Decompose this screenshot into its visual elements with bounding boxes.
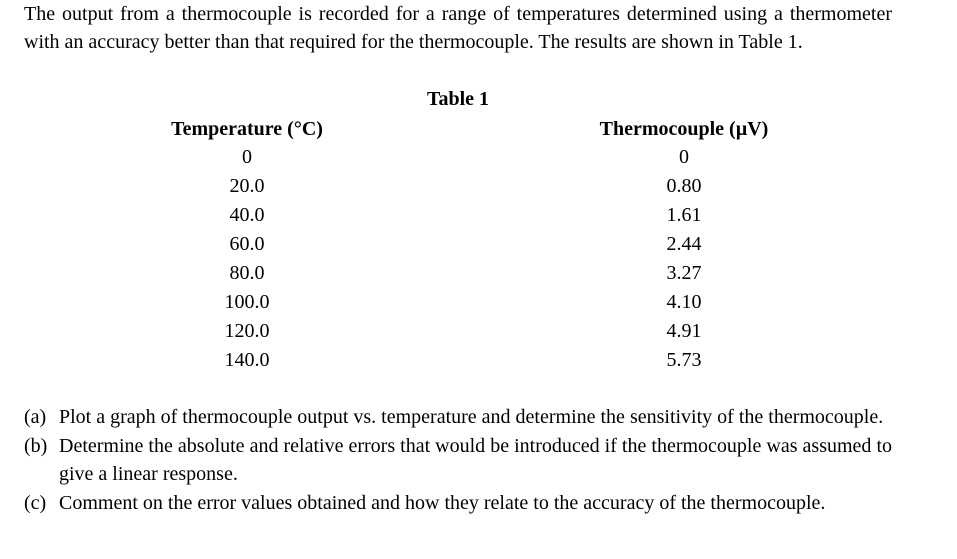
thermocouple-cell: 0: [679, 146, 689, 168]
question-text: Comment on the error values obtained and…: [59, 491, 826, 514]
thermocouple-cell: 0.80: [666, 175, 702, 197]
thermocouple-header: Thermocouple (µV): [599, 118, 769, 140]
thermocouple-cell: 4.91: [666, 320, 702, 342]
thermocouple-cell: 5.73: [666, 349, 702, 371]
thermocouple-cell: 1.61: [666, 204, 702, 226]
temperature-cell: 0: [242, 146, 252, 168]
intro-paragraph: The output from a thermocouple is record…: [24, 3, 892, 53]
thermocouple-cell: 4.10: [666, 291, 702, 313]
question-marker: (a): [24, 406, 47, 428]
thermocouple-cell: 3.27: [666, 262, 702, 284]
temperature-cell: 100.0: [224, 291, 270, 313]
temperature-cell: 40.0: [229, 204, 265, 226]
question-c: (c) Comment on the error values obtained…: [24, 489, 892, 518]
thermocouple-cell: 2.44: [666, 233, 702, 255]
table-caption: Table 1: [426, 88, 490, 110]
question-marker: (b): [24, 434, 48, 457]
question-a: (a) Plot a graph of thermocouple output …: [24, 403, 892, 432]
thermocouple-column: Thermocouple (µV) 0 0.80 1.61 2.44 3.27 …: [575, 115, 793, 375]
temperature-cell: 20.0: [229, 175, 265, 197]
temperature-cell: 120.0: [224, 320, 270, 342]
question-marker: (c): [24, 491, 47, 514]
temperature-cell: 140.0: [224, 349, 270, 371]
temperature-header: Temperature (°C): [171, 118, 323, 140]
temperature-cell: 60.0: [229, 233, 265, 255]
temperature-column: Temperature (°C) 0 20.0 40.0 60.0 80.0 1…: [148, 115, 346, 375]
question-b: (b) Determine the absolute and relative …: [24, 432, 892, 489]
question-text: Plot a graph of thermocouple output vs. …: [59, 406, 884, 428]
question-text: Determine the absolute and relative erro…: [59, 434, 892, 486]
question-list: (a) Plot a graph of thermocouple output …: [24, 403, 892, 517]
temperature-cell: 80.0: [229, 262, 265, 284]
